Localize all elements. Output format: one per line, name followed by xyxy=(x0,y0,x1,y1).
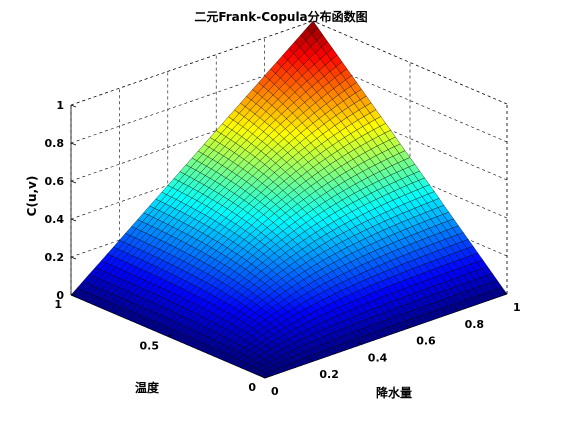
z-tick-mark xyxy=(70,142,77,146)
z-tick-mark xyxy=(70,180,77,184)
x-tick-mark xyxy=(454,308,459,312)
x-tick-mark xyxy=(502,291,508,295)
z-tick-label: 0 xyxy=(56,289,64,302)
y-tick-mark xyxy=(70,292,77,296)
z-axis-label: C(u,v) xyxy=(25,176,39,217)
z-tick-mark xyxy=(70,294,77,298)
box-edge xyxy=(312,20,508,105)
y-tick-label: 1 xyxy=(54,298,62,311)
grid-line-z xyxy=(70,96,314,182)
z-tick-label: 0.4 xyxy=(45,213,65,226)
z-tick-label: 1 xyxy=(56,99,64,112)
y-tick-mark xyxy=(264,375,271,379)
x-tick-label: 0.8 xyxy=(465,318,485,331)
x-tick-mark xyxy=(309,358,314,362)
x-tick-mark xyxy=(260,375,266,379)
z-tick-label: 0.6 xyxy=(45,175,65,188)
chart-title: 二元Frank-Copula分布函数图 xyxy=(194,9,367,24)
x-tick-mark xyxy=(406,325,411,328)
z-tick-mark xyxy=(70,104,77,108)
box-edge xyxy=(70,20,314,106)
x-tick-label: 0.4 xyxy=(368,351,388,364)
x-tick-label: 0.6 xyxy=(416,335,436,348)
y-tick-mark xyxy=(167,334,174,337)
x-axis-label: 降水量 xyxy=(376,385,412,400)
z-tick-label: 0.2 xyxy=(45,251,65,264)
x-tick-label: 1 xyxy=(513,301,521,314)
y-axis-label: 温度 xyxy=(135,380,160,395)
grid-line-z xyxy=(70,58,314,144)
x-tick-label: 0.2 xyxy=(319,368,339,381)
y-tick-label: 0 xyxy=(248,381,256,394)
z-tick-mark xyxy=(70,256,77,260)
y-tick-label: 0.5 xyxy=(140,340,160,353)
surface-mesh xyxy=(70,20,508,379)
x-tick-mark xyxy=(357,342,362,345)
x-tick-label: 0 xyxy=(271,385,279,398)
z-tick-mark xyxy=(70,218,77,222)
z-tick-label: 0.8 xyxy=(45,137,65,150)
